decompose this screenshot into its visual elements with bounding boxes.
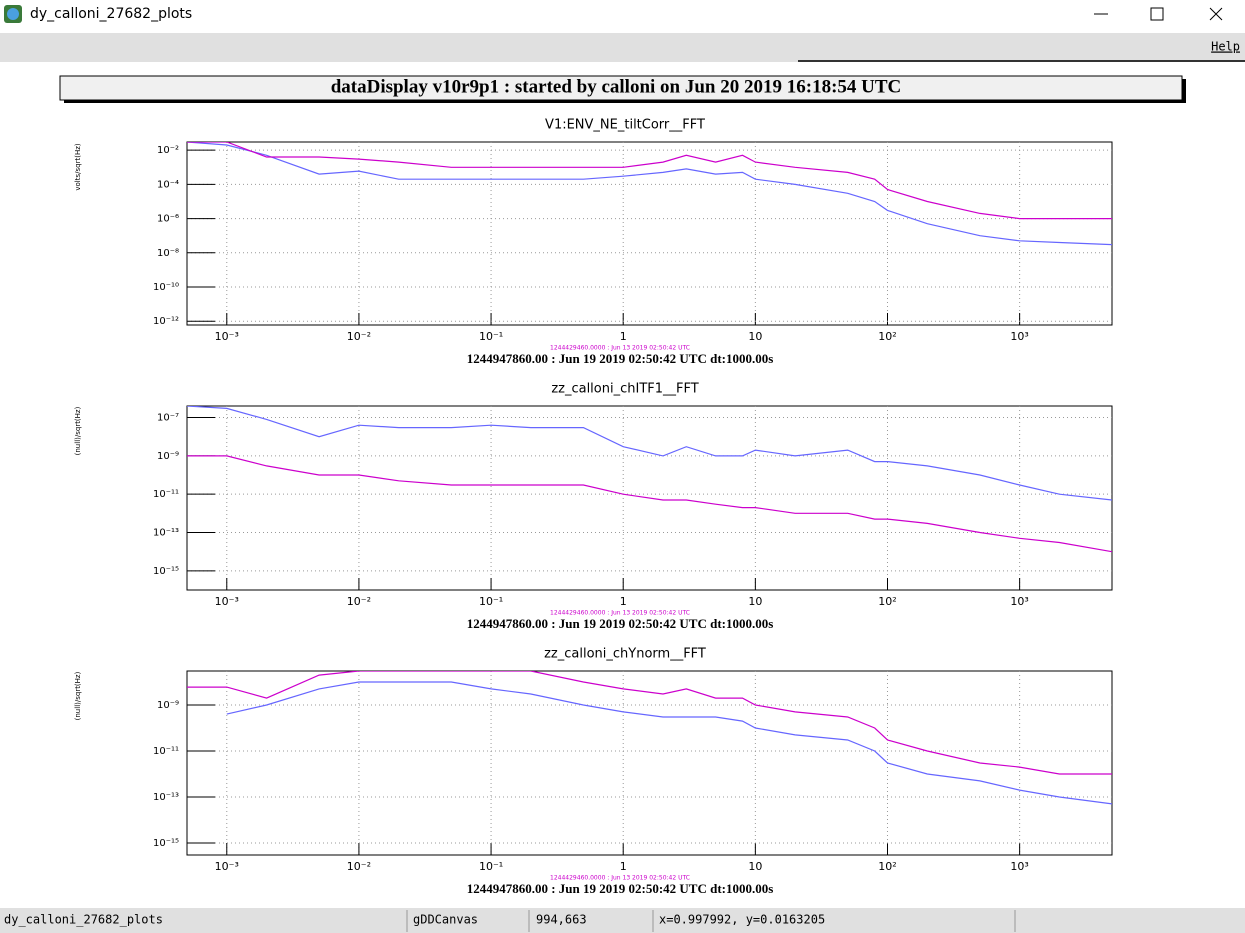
x-tick-label: 10 (748, 330, 762, 343)
x-tick-label: 10⁻³ (215, 595, 239, 608)
status-cell: x=0.997992, y=0.0163205 (659, 913, 825, 927)
x-tick-label: 10³ (1010, 595, 1028, 608)
y-tick-label: 10⁻¹² (153, 316, 179, 327)
data-line (187, 142, 1112, 246)
y-tick-label: 10⁻¹¹ (153, 489, 179, 500)
chart-title: V1:ENV_NE_tiltCorr__FFT (545, 118, 705, 133)
y-axis-label: (null)/sqrt(Hz) (74, 671, 82, 720)
app-icon-globe (7, 8, 19, 20)
x-tick-label: 10⁻¹ (479, 860, 503, 873)
x-tick-label: 1 (620, 330, 627, 343)
x-tick-label: 10⁻¹ (479, 595, 503, 608)
x-tick-label: 10 (748, 595, 762, 608)
ref-label: 1244429460.0000 : Jun 13 2019 02:50:42 U… (550, 875, 690, 882)
help-menu[interactable]: Help (1211, 40, 1240, 54)
y-axis-label: volts/sqrt(Hz) (74, 143, 82, 191)
close-button[interactable] (1209, 7, 1223, 21)
y-tick-label: 10⁻⁸ (157, 248, 179, 259)
y-tick-label: 10⁻¹³ (153, 528, 179, 539)
title-bar (0, 0, 1245, 30)
y-tick-label: 10⁻¹⁵ (153, 566, 179, 577)
status-cell: 994,663 (536, 913, 587, 927)
status-bar (0, 908, 1245, 933)
y-tick-label: 10⁻⁶ (157, 214, 179, 225)
y-tick-label: 10⁻⁹ (157, 700, 179, 711)
x-tick-label: 10³ (1010, 860, 1028, 873)
x-tick-label: 10⁻² (347, 860, 371, 873)
data-line (226, 681, 1112, 805)
window-title: dy_calloni_27682_plots (30, 6, 192, 22)
x-tick-label: 10³ (1010, 330, 1028, 343)
status-cell: gDDCanvas (413, 913, 478, 927)
y-tick-label: 10⁻¹⁵ (153, 838, 179, 849)
x-tick-label: 10² (878, 595, 896, 608)
x-axis-label: 1244947860.00 : Jun 19 2019 02:50:42 UTC… (467, 616, 774, 631)
maximize-button[interactable] (1150, 7, 1164, 21)
x-tick-label: 10⁻¹ (479, 330, 503, 343)
y-tick-label: 10⁻⁴ (157, 179, 179, 190)
x-tick-label: 1 (620, 860, 627, 873)
y-tick-label: 10⁻¹¹ (153, 746, 179, 757)
plot-frame (186, 141, 1113, 326)
plot-frame (186, 670, 1113, 856)
y-tick-label: 10⁻¹⁰ (153, 282, 179, 293)
x-tick-label: 10⁻² (347, 595, 371, 608)
status-cell: dy_calloni_27682_plots (4, 913, 163, 927)
canvas-title: dataDisplay v10r9p1 : started by calloni… (331, 76, 902, 97)
x-tick-label: 10² (878, 860, 896, 873)
x-tick-label: 10² (878, 330, 896, 343)
status-dividers (406, 910, 1016, 932)
data-line (187, 406, 1112, 501)
ref-label: 1244429460.0000 : Jun 13 2019 02:50:42 U… (550, 610, 690, 617)
title-box (59, 75, 1183, 101)
chart-title: zz_calloni_chITF1__FFT (551, 382, 698, 397)
x-tick-label: 10 (748, 860, 762, 873)
y-tick-label: 10⁻⁷ (157, 413, 179, 424)
x-tick-label: 10⁻² (347, 330, 371, 343)
y-tick-label: 10⁻⁹ (157, 451, 179, 462)
x-tick-label: 10⁻³ (215, 330, 239, 343)
chart-title: zz_calloni_chYnorm__FFT (544, 647, 706, 662)
x-tick-label: 10⁻³ (215, 860, 239, 873)
x-axis-label: 1244947860.00 : Jun 19 2019 02:50:42 UTC… (467, 351, 774, 366)
data-line (187, 671, 1112, 775)
ref-label: 1244429460.0000 : Jun 13 2019 02:50:42 U… (550, 345, 690, 352)
data-line (187, 455, 1112, 553)
x-tick-label: 1 (620, 595, 627, 608)
x-axis-label: 1244947860.00 : Jun 19 2019 02:50:42 UTC… (467, 881, 774, 896)
menu-bar (0, 33, 1245, 62)
data-line (187, 142, 1112, 220)
y-axis-label: (null)/sqrt(Hz) (74, 406, 82, 455)
y-tick-label: 10⁻² (157, 145, 179, 156)
y-tick-label: 10⁻¹³ (153, 792, 179, 803)
